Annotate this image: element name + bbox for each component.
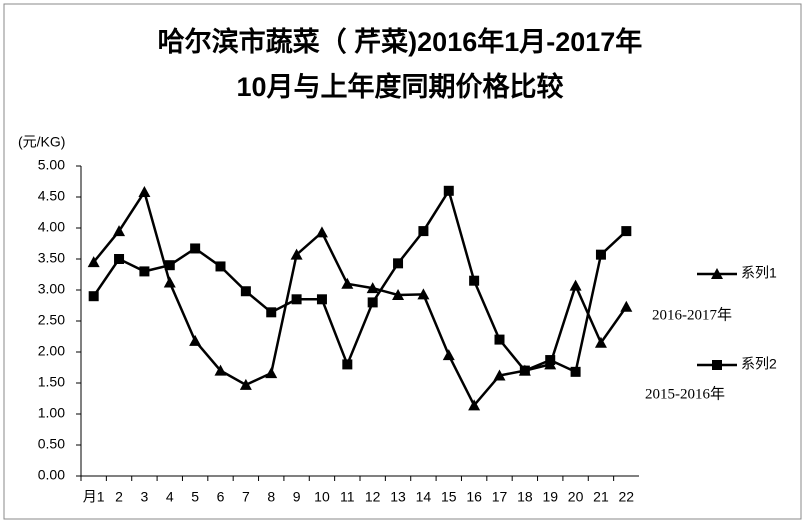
marker <box>418 226 429 237</box>
marker <box>114 254 125 264</box>
marker <box>393 258 404 269</box>
y-tick-label: 5.00 <box>38 157 65 173</box>
x-tick-label: 12 <box>365 489 381 505</box>
marker <box>240 286 251 297</box>
marker <box>266 307 277 318</box>
marker <box>417 288 430 300</box>
chart-subtitle: 10月与上年度同期价格比较 <box>236 71 563 102</box>
x-tick-label: 11 <box>340 489 355 505</box>
legend-label: 系列2 <box>741 356 777 372</box>
marker <box>469 275 480 286</box>
legend-marker <box>711 268 723 279</box>
y-tick-label: 2.50 <box>38 312 65 328</box>
marker <box>214 364 227 376</box>
x-tick-label: 16 <box>466 489 482 505</box>
x-tick-label: 18 <box>517 489 533 505</box>
marker <box>113 225 126 237</box>
x-tick-label: 6 <box>217 489 225 505</box>
y-tick-label: 0.00 <box>38 467 65 483</box>
marker <box>366 282 379 294</box>
marker <box>163 276 176 288</box>
x-tick-label: 2 <box>115 489 123 505</box>
x-tick-label: 10 <box>314 489 330 505</box>
x-tick-label: 13 <box>390 489 406 505</box>
y-tick-label: 0.50 <box>38 436 65 452</box>
series-annotation: 2016-2017年 <box>652 306 732 323</box>
marker <box>290 248 303 260</box>
marker <box>570 366 581 377</box>
marker <box>545 355 556 366</box>
x-tick-label: 17 <box>492 489 508 505</box>
x-tick-label: 9 <box>293 489 301 505</box>
marker <box>315 226 328 238</box>
y-tick-label: 3.00 <box>38 281 65 297</box>
y-tick-label: 3.50 <box>38 250 65 266</box>
x-tick-label: 8 <box>267 489 275 505</box>
x-tick-label: 月1 <box>83 489 105 505</box>
marker <box>519 365 530 376</box>
x-tick-label: 7 <box>242 489 250 505</box>
marker <box>190 243 201 254</box>
line <box>92 189 628 408</box>
x-tick-label: 4 <box>166 489 174 505</box>
y-tick-label: 2.00 <box>38 343 65 359</box>
x-tick-label: 19 <box>542 489 558 505</box>
marker <box>620 300 633 312</box>
marker <box>189 334 202 346</box>
marker <box>87 256 100 268</box>
marker <box>493 369 506 381</box>
marker <box>494 334 505 345</box>
marker <box>342 359 353 370</box>
x-tick-label: 3 <box>141 489 149 505</box>
x-tick-label: 21 <box>593 489 609 505</box>
marker <box>138 186 151 198</box>
marker <box>594 336 607 348</box>
y-axis-label: (元/KG) <box>18 134 65 150</box>
marker <box>239 378 252 390</box>
marker <box>595 249 606 260</box>
y-tick-label: 1.50 <box>38 374 65 390</box>
marker <box>442 349 455 361</box>
marker <box>443 185 454 196</box>
y-tick-label: 4.00 <box>38 219 65 235</box>
x-tick-label: 15 <box>441 489 457 505</box>
x-tick-label: 5 <box>191 489 199 505</box>
marker <box>468 399 481 411</box>
x-tick-label: 22 <box>619 489 635 505</box>
marker <box>392 288 405 300</box>
x-tick-label: 14 <box>416 489 432 505</box>
legend-label: 系列1 <box>741 265 777 281</box>
chart-title: 哈尔滨市蔬菜（ 芹菜)2016年1月-2017年 <box>158 26 643 57</box>
series-annotation: 2015-2016年 <box>645 385 725 402</box>
marker <box>316 294 327 305</box>
marker <box>215 261 226 272</box>
marker <box>621 226 632 237</box>
marker <box>164 260 175 271</box>
marker <box>265 367 278 379</box>
marker <box>88 291 99 302</box>
marker <box>139 266 150 277</box>
marker <box>341 277 354 289</box>
x-tick-label: 20 <box>568 489 584 505</box>
marker <box>367 297 378 308</box>
legend-marker <box>712 360 722 370</box>
marker <box>569 279 582 291</box>
marker <box>291 294 302 305</box>
line <box>92 187 628 374</box>
y-tick-label: 4.50 <box>38 188 65 204</box>
y-tick-label: 1.00 <box>38 405 65 421</box>
